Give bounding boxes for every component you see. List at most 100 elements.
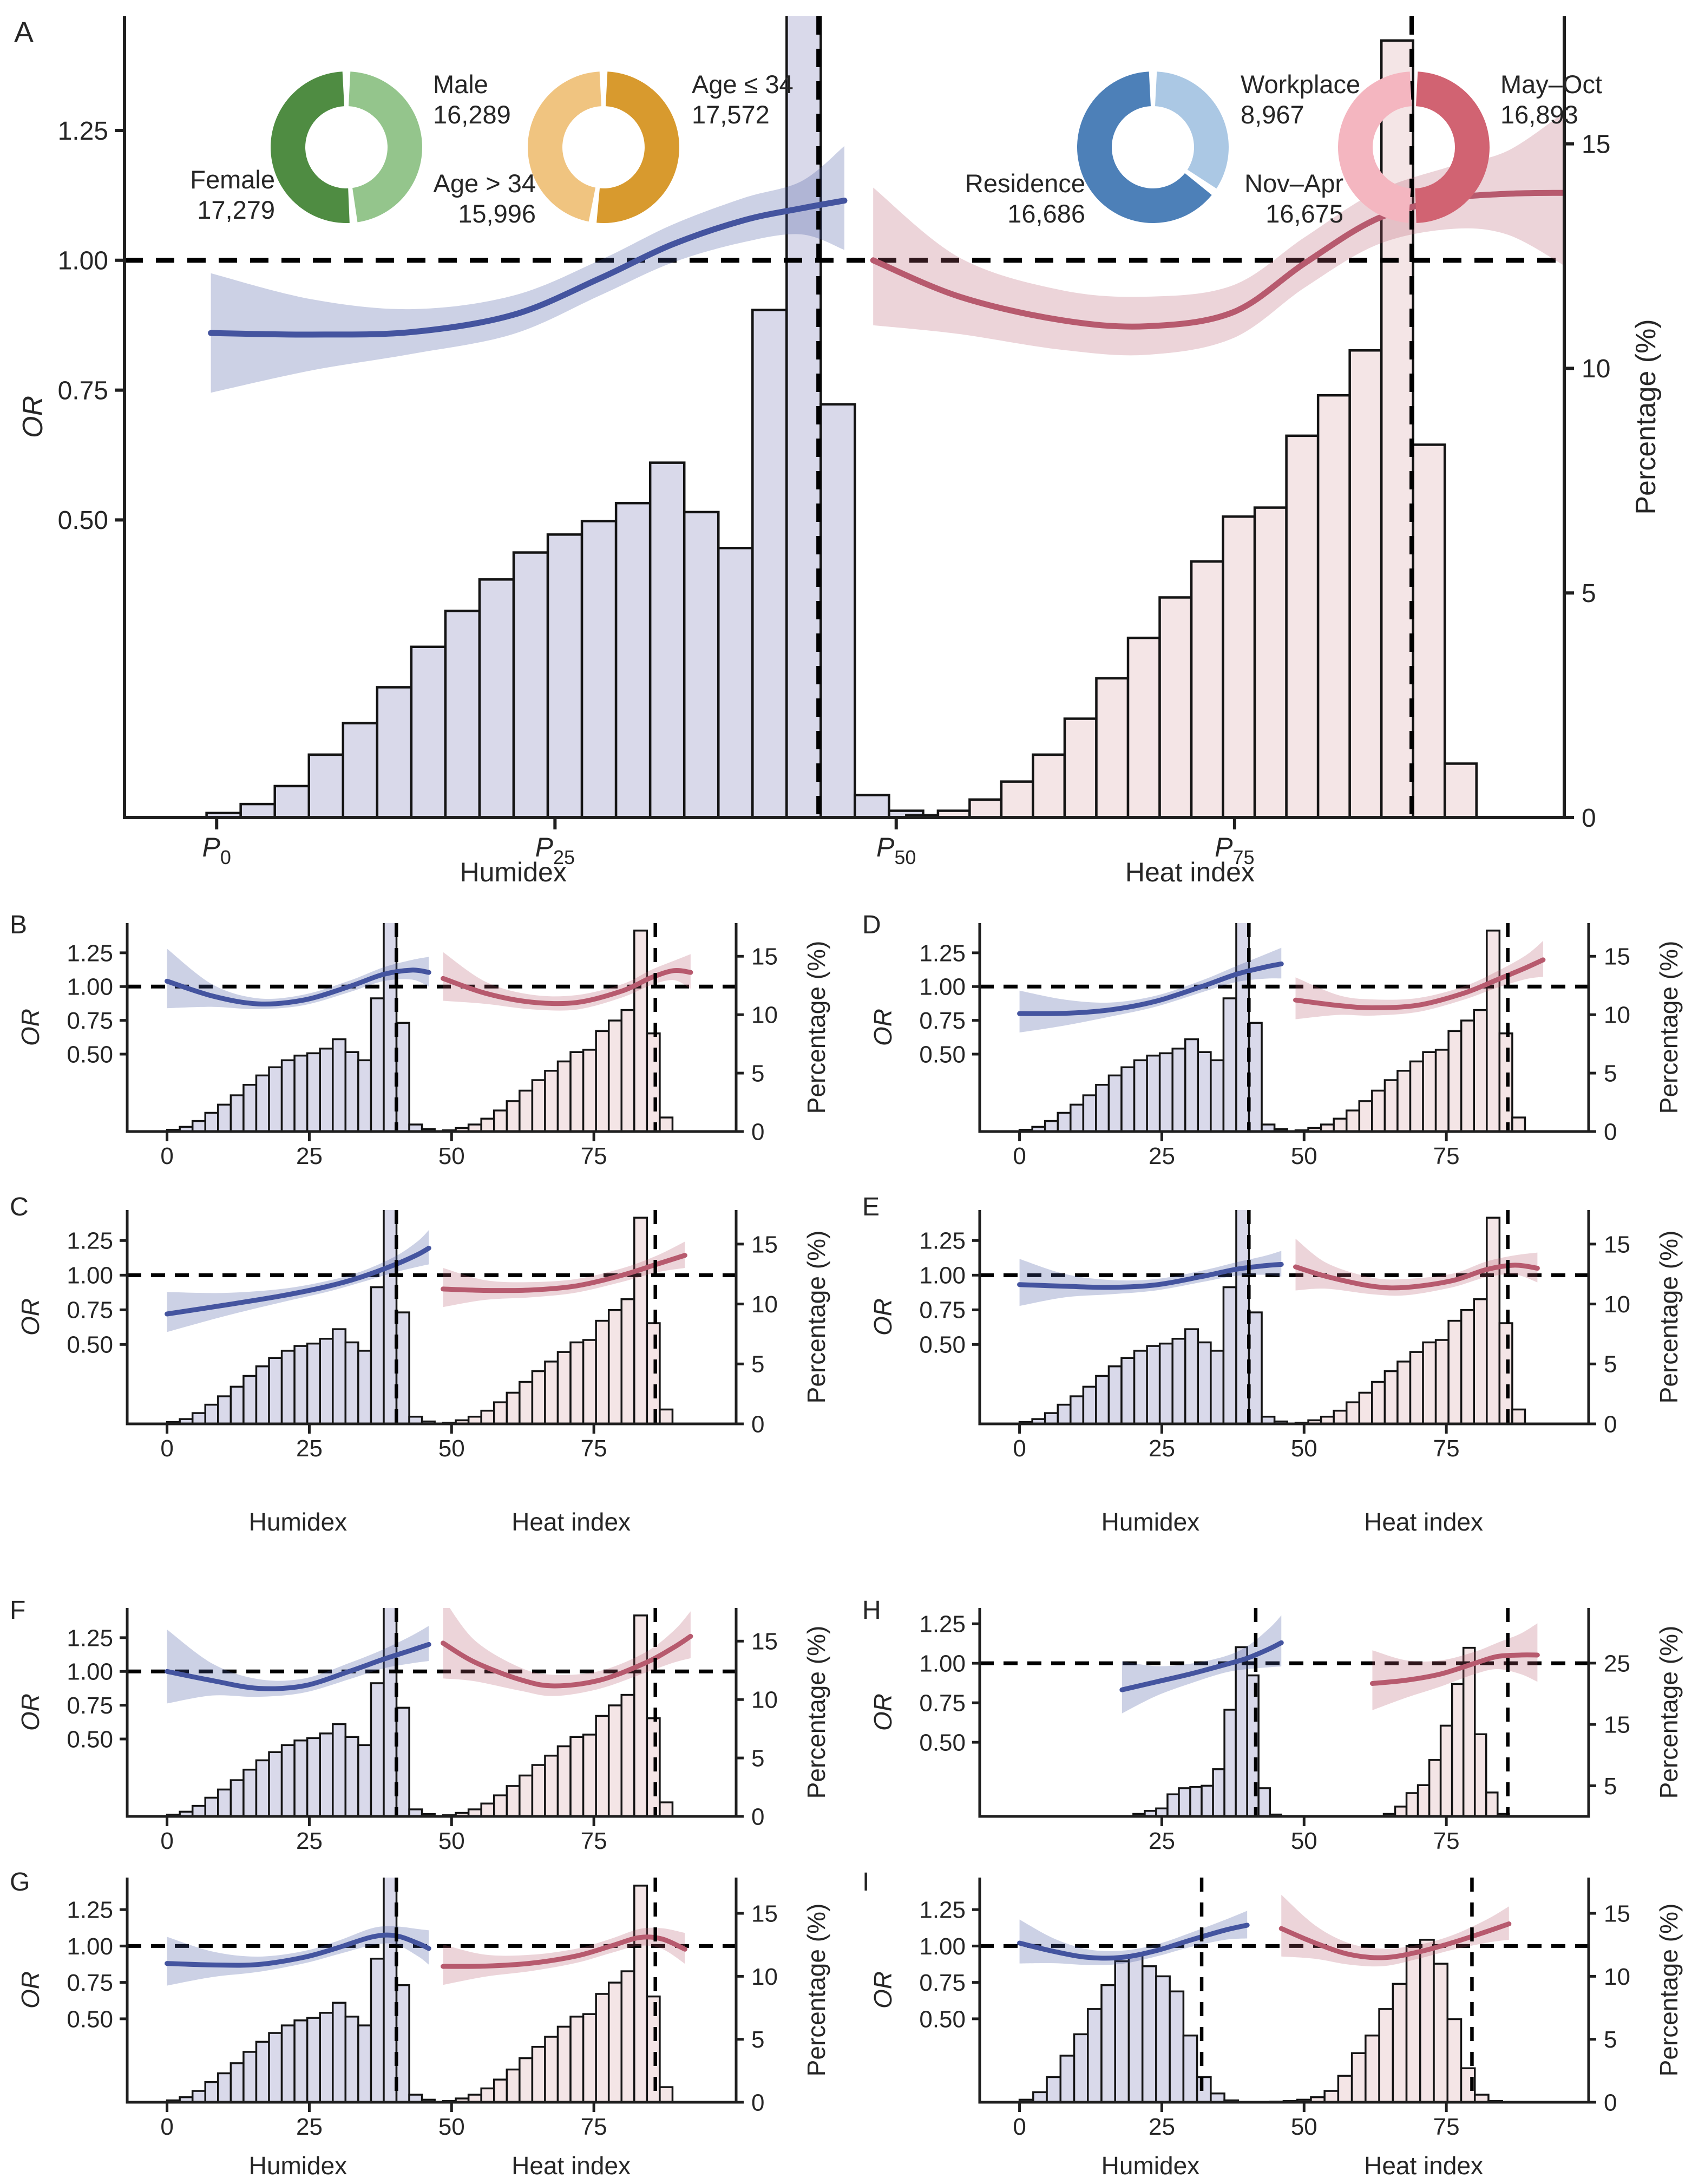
xlabel-humidex: Humidex	[1101, 2152, 1200, 2180]
hist-bar	[569, 1051, 585, 1132]
histogram-heat-index	[1269, 1939, 1503, 2102]
hist-bar	[493, 1401, 508, 1424]
location-donut: Workplace 8,967 Residence 16,686	[965, 70, 1360, 228]
or-series-heat-index	[1369, 1623, 1540, 1710]
or-series-humidex	[165, 949, 431, 1009]
x-tick-label: 25	[296, 1143, 323, 1169]
age-donut-right-label: Age ≤ 34 17,572	[692, 70, 794, 129]
hist-bar	[1396, 1070, 1412, 1132]
panel-tag: H	[862, 1596, 881, 1625]
age-donut-right-slice	[596, 71, 679, 223]
hist-bar	[319, 1732, 334, 1816]
histogram-humidex	[1132, 1646, 1282, 1816]
hist-bar	[1158, 1342, 1173, 1424]
hist-bar	[280, 1059, 296, 1132]
hist-bar	[569, 1341, 585, 1424]
hist-bar	[242, 1375, 258, 1424]
or-series-heat-index	[1278, 1894, 1512, 1967]
hist-bar	[1333, 1409, 1348, 1424]
hist-bar	[1422, 1341, 1437, 1424]
hist-bar	[1146, 1054, 1161, 1132]
ci-band-heat-index	[443, 1608, 691, 1696]
hist-bar	[1182, 2034, 1198, 2102]
or-axis-label: OR	[16, 1298, 44, 1336]
x-tick-label: 50	[1291, 1435, 1317, 1462]
pct-tick-label: 10	[1604, 1964, 1630, 1990]
hist-bar	[1285, 434, 1320, 818]
hist-bar	[506, 1391, 521, 1424]
hist-bar	[1261, 1123, 1276, 1132]
season-donut-left-label: Nov–Apr 16,675	[1244, 169, 1343, 228]
pct-tick-label: 5	[751, 1351, 764, 1378]
hist-bar	[633, 930, 648, 1132]
pct-tick-label: 0	[751, 1119, 764, 1145]
hist-bar	[582, 1049, 597, 1132]
hist-bar	[1473, 1298, 1488, 1424]
hist-bar	[280, 1744, 296, 1816]
axes	[972, 923, 1596, 1141]
hist-bar	[1462, 1646, 1476, 1816]
x-tick-label: 25	[296, 1828, 323, 1854]
sex-donut-left-label: Female 17,279	[190, 165, 275, 224]
or-tick-label: 0.50	[919, 1041, 966, 1068]
pct-tick-label: 0	[751, 1411, 764, 1437]
axes	[115, 16, 1574, 829]
hist-bar	[1394, 1806, 1408, 1816]
hist-bar	[1063, 717, 1098, 818]
hist-bar	[1107, 1074, 1123, 1132]
hist-bar	[255, 1759, 270, 1816]
or-curve-heat-index	[1293, 957, 1546, 1010]
hist-bar	[1333, 1117, 1348, 1132]
panel-tag: C	[10, 1193, 29, 1221]
hist-bar	[1100, 1984, 1116, 2102]
hist-bar	[1171, 1048, 1186, 1132]
hist-bar	[493, 1109, 508, 1132]
hist-bar	[239, 802, 276, 818]
hist-bar	[480, 1117, 495, 1132]
or-tick-label: 1.00	[67, 1933, 113, 1960]
hist-bar	[268, 2032, 283, 2102]
pct-tick-label: 5	[1604, 1773, 1617, 1800]
hist-bar	[293, 1345, 309, 1424]
xlabel-heat-index: Heat index	[1364, 1508, 1483, 1536]
hist-bar	[531, 1079, 546, 1132]
sex-donut-left-slice	[271, 71, 350, 223]
hist-bar	[383, 1210, 398, 1424]
hist-bar	[1073, 2033, 1089, 2102]
xlabel-humidex: Humidex	[460, 857, 567, 887]
panel-tag: F	[10, 1596, 25, 1625]
x-tick-label: 25	[1149, 1143, 1175, 1169]
hist-bar	[1095, 1375, 1110, 1424]
x-tick-label: 25	[296, 1435, 323, 1462]
hist-bar	[191, 1120, 207, 1132]
hist-bar	[229, 1094, 245, 1132]
hist-bar	[544, 1070, 559, 1132]
hist-bar	[1409, 1060, 1424, 1132]
hist-bar	[1127, 1954, 1144, 2102]
x-tick-label: 50	[438, 1828, 465, 1854]
hist-bar	[319, 2012, 334, 2102]
or-series-heat-index	[1293, 1238, 1540, 1296]
hist-bar	[1405, 1945, 1421, 2102]
histogram-humidex	[166, 1878, 436, 2102]
percentage-axis-label: Percentage (%)	[802, 1231, 830, 1404]
hist-bar	[255, 1074, 270, 1132]
or-axis-label: OR	[869, 1971, 897, 2009]
or-tick-label: 1.25	[67, 1625, 113, 1651]
hist-bar	[1434, 1049, 1450, 1132]
or-tick-label: 1.00	[67, 1263, 113, 1289]
hist-bar	[595, 1715, 610, 1816]
hist-bar	[332, 1723, 347, 1816]
percentage-axis-label: Percentage (%)	[1630, 319, 1662, 514]
panel-e-chart: 0.50 0.75 1.00 1.25 0 5 10 15 0 25 50 75 Humidex Heat…	[862, 1193, 1683, 1536]
or-tick-label: 0.50	[67, 1332, 113, 1358]
hist-bar	[1059, 2055, 1076, 2102]
hist-bar	[556, 1060, 572, 1132]
or-axis-label: OR	[869, 1693, 897, 1731]
hist-bar	[569, 1736, 585, 1816]
x-tick-label: 0	[160, 2114, 173, 2140]
hist-bar	[1057, 1403, 1072, 1424]
pct-tick-label: 10	[1582, 355, 1610, 383]
hist-bar	[1223, 1709, 1237, 1816]
or-tick-label: 0.75	[919, 1970, 966, 1996]
